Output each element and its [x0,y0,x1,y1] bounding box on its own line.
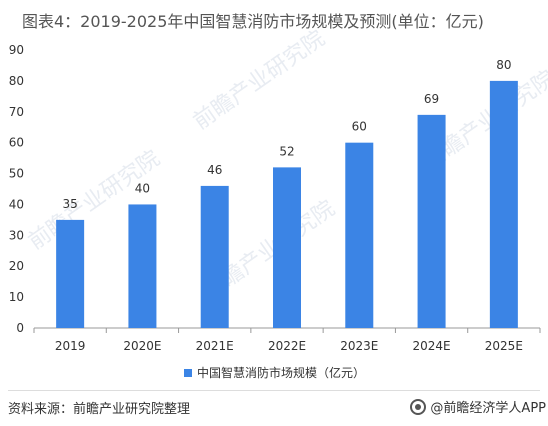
bar [128,204,157,328]
source-note: 资料来源：前瞻产业研究院整理 [8,402,191,417]
x-tick-label: 2020E [123,339,161,353]
x-tick-label: 2019 [55,339,86,353]
legend-label: 中国智慧消防市场规模（亿元） [197,365,365,380]
y-tick-label: 50 [9,167,24,181]
y-tick-label: 80 [9,74,24,88]
x-tick-label: 2023E [340,339,378,353]
brand-logo-icon [410,398,427,415]
footer-divider [8,390,540,391]
x-axis: 2019 2020E 2021E 2022E 2023E 2024E 2025E [33,328,541,353]
y-tick-label: 30 [9,228,24,242]
y-tick-label: 20 [9,259,24,273]
watermark-text: 前瞻产业研究院 [189,26,330,135]
bar [200,185,229,328]
x-tick-label: 2021E [196,339,234,353]
value-labels: 35 40 46 52 60 69 80 [63,58,512,211]
x-tick-label: 2025E [485,339,523,353]
bar [273,167,301,328]
legend-swatch [184,369,192,377]
data-label: 60 [352,120,367,134]
data-label: 80 [496,58,511,72]
bar [489,80,518,328]
y-tick-label: 0 [16,321,24,335]
y-tick-label: 60 [9,136,24,150]
y-tick-label: 10 [9,290,24,304]
data-label: 46 [207,163,222,177]
y-axis: 0 10 20 30 40 50 60 70 80 90 [9,43,24,335]
y-tick-label: 40 [9,197,24,211]
brand-credit: @前瞻经济学人APP [410,397,546,416]
x-tick-label: 2022E [268,339,306,353]
y-tick-label: 90 [9,43,24,57]
x-tick-label: 2024E [413,339,451,353]
bar [417,114,446,328]
bar [56,219,85,328]
bar [345,142,374,328]
legend: 中国智慧消防市场规模（亿元） [184,365,365,380]
chart-title: 图表4：2019-2025年中国智慧消防市场规模及预测(单位：亿元) [22,12,484,31]
bars [56,80,518,328]
y-tick-label: 70 [9,105,24,119]
brand-label: @前瞻经济学人APP [430,401,546,416]
data-label: 69 [424,92,439,106]
data-label: 52 [279,144,294,158]
data-label: 40 [135,181,150,195]
data-label: 35 [63,197,78,211]
